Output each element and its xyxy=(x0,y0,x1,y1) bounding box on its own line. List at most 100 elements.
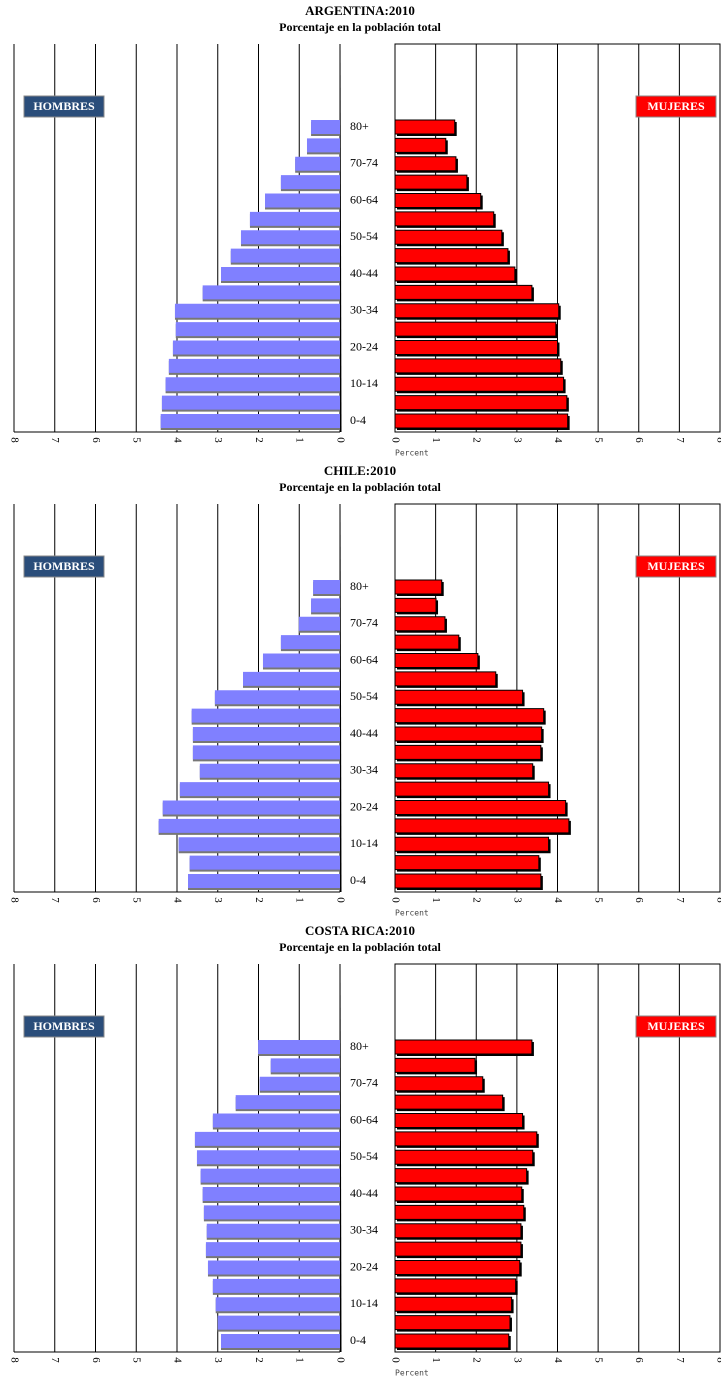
bar xyxy=(394,855,540,871)
bar xyxy=(394,744,542,760)
x-tick-label: 8 xyxy=(8,1357,20,1363)
bar xyxy=(215,1297,340,1312)
bar xyxy=(240,230,340,245)
bar xyxy=(196,1150,340,1165)
bar xyxy=(217,1315,340,1330)
bar xyxy=(280,175,340,190)
bar xyxy=(394,193,482,208)
legend-box xyxy=(23,555,105,578)
bar xyxy=(394,1186,523,1202)
x-axis-label: Percent xyxy=(395,449,429,458)
bar xyxy=(202,1187,340,1201)
x-tick-label: 7 xyxy=(49,437,61,443)
axis-line xyxy=(339,963,342,1353)
bar xyxy=(394,708,545,724)
legend-label: MUJERES xyxy=(647,1019,705,1033)
bar xyxy=(394,266,516,282)
y-tick-label: 80+ xyxy=(350,119,369,133)
chart-title: CHILE:2010 xyxy=(324,463,396,478)
y-tick-label: 30-34 xyxy=(350,763,378,777)
bar xyxy=(162,800,340,815)
bar xyxy=(179,782,340,797)
x-tick-label: 2 xyxy=(253,897,265,903)
x-tick-label: 1 xyxy=(294,897,306,903)
y-tick-label: 50-54 xyxy=(350,1149,378,1163)
axis-line xyxy=(339,503,342,893)
x-tick-label: 7 xyxy=(674,897,686,903)
legend-label: HOMBRES xyxy=(33,1019,95,1033)
bar xyxy=(174,303,340,318)
y-tick-label: 40-44 xyxy=(350,1186,378,1200)
bar xyxy=(394,1039,533,1055)
y-tick-label: 0-4 xyxy=(350,413,366,427)
bar xyxy=(394,1223,522,1239)
bar xyxy=(394,1094,504,1110)
y-tick-label: 20-24 xyxy=(350,799,378,813)
bar xyxy=(311,598,340,613)
bar xyxy=(394,174,468,190)
bar xyxy=(394,579,443,595)
x-tick-label: 7 xyxy=(49,897,61,903)
legend-box xyxy=(635,95,717,118)
x-tick-label: 0 xyxy=(334,437,346,443)
bar xyxy=(243,671,340,686)
x-tick-label: 4 xyxy=(171,897,183,903)
y-tick-label: 10-14 xyxy=(350,836,378,850)
bar xyxy=(221,1334,340,1348)
x-tick-label: 6 xyxy=(633,1357,645,1363)
bar xyxy=(249,211,340,226)
x-tick-label: 8 xyxy=(8,897,20,903)
bar xyxy=(394,818,570,834)
x-tick-label: 4 xyxy=(171,1357,183,1363)
bar xyxy=(394,156,457,172)
y-tick-label: 20-24 xyxy=(350,1259,378,1273)
bar xyxy=(306,138,340,153)
bar xyxy=(394,689,524,705)
bar xyxy=(394,800,567,815)
bar xyxy=(394,413,569,429)
bar xyxy=(394,248,509,264)
bar xyxy=(280,635,340,650)
bar xyxy=(394,653,479,668)
x-tick-label: 4 xyxy=(171,437,183,443)
bar xyxy=(394,671,497,687)
bar xyxy=(270,1058,340,1073)
bar xyxy=(165,377,340,392)
x-tick-label: 3 xyxy=(212,897,224,903)
x-tick-label: 2 xyxy=(253,1357,265,1363)
bar xyxy=(207,1260,340,1275)
bar xyxy=(230,248,340,263)
x-tick-label: 2 xyxy=(471,1357,483,1363)
x-axis-label: Percent xyxy=(395,909,429,918)
legend-label: HOMBRES xyxy=(33,559,95,573)
y-tick-label: 60-64 xyxy=(350,652,378,666)
y-tick-label: 40-44 xyxy=(350,726,378,740)
x-tick-label: 7 xyxy=(49,1357,61,1363)
x-tick-label: 8 xyxy=(714,1357,721,1363)
bar xyxy=(394,836,550,852)
bar xyxy=(394,1241,522,1257)
y-tick-label: 60-64 xyxy=(350,1112,378,1126)
y-tick-label: 70-74 xyxy=(350,156,378,170)
y-tick-label: 60-64 xyxy=(350,192,378,206)
pyramid-chart: ARGENTINA:2010 Porcentaje en la población… xyxy=(8,3,721,458)
x-tick-label: 8 xyxy=(714,897,721,903)
bar xyxy=(200,1168,340,1183)
y-tick-label: 0-4 xyxy=(350,1333,366,1347)
x-tick-label: 5 xyxy=(593,1357,605,1363)
x-axis-label: Percent xyxy=(395,1369,429,1377)
y-tick-label: 30-34 xyxy=(350,1223,378,1237)
bar xyxy=(212,1278,340,1293)
bar xyxy=(298,616,340,631)
bar xyxy=(212,1113,340,1128)
legend-label: HOMBRES xyxy=(33,99,95,113)
x-tick-label: 4 xyxy=(552,1357,564,1363)
y-tick-label: 70-74 xyxy=(350,616,378,630)
y-tick-label: 70-74 xyxy=(350,1076,378,1090)
bar xyxy=(394,1149,534,1165)
legend-box xyxy=(23,95,105,118)
bar xyxy=(214,690,340,705)
x-tick-label: 0 xyxy=(389,437,401,443)
bar xyxy=(205,1242,340,1257)
bar xyxy=(394,1333,510,1349)
